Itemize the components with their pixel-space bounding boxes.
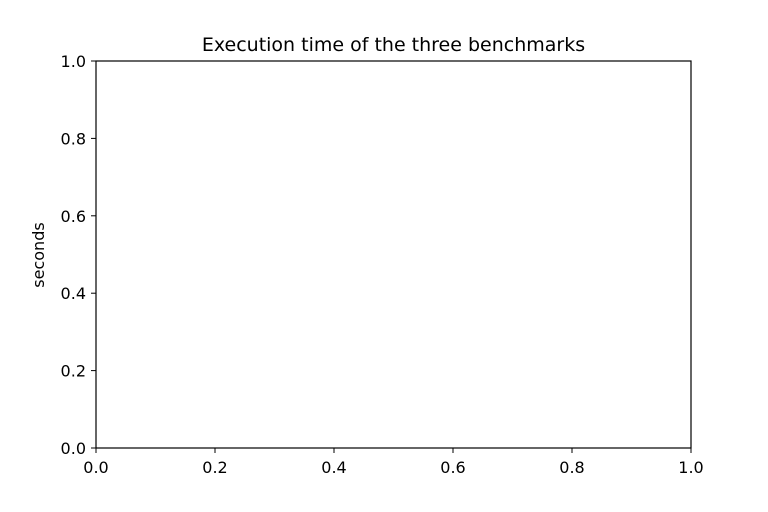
x-tick-label: 1.0 [678,458,703,477]
x-tick-label: 0.8 [559,458,584,477]
y-tick-label: 0.2 [61,362,86,381]
y-axis-label: seconds [29,222,48,287]
y-tick-label: 0.0 [61,439,86,458]
x-tick-label: 0.2 [202,458,227,477]
y-tick-label: 0.6 [61,207,86,226]
y-tick-label: 0.4 [61,284,86,303]
chart-title: Execution time of the three benchmarks [202,34,585,56]
x-tick-label: 0.6 [440,458,465,477]
x-tick-label: 0.4 [321,458,346,477]
y-axis: 0.0 0.2 0.4 0.6 0.8 1.0 [61,52,96,458]
y-tick-label: 0.8 [61,129,86,148]
x-axis: 0.0 0.2 0.4 0.6 0.8 1.0 [83,448,704,477]
plot-area [95,60,692,449]
y-tick-label: 1.0 [61,52,86,71]
x-tick-label: 0.0 [83,458,108,477]
